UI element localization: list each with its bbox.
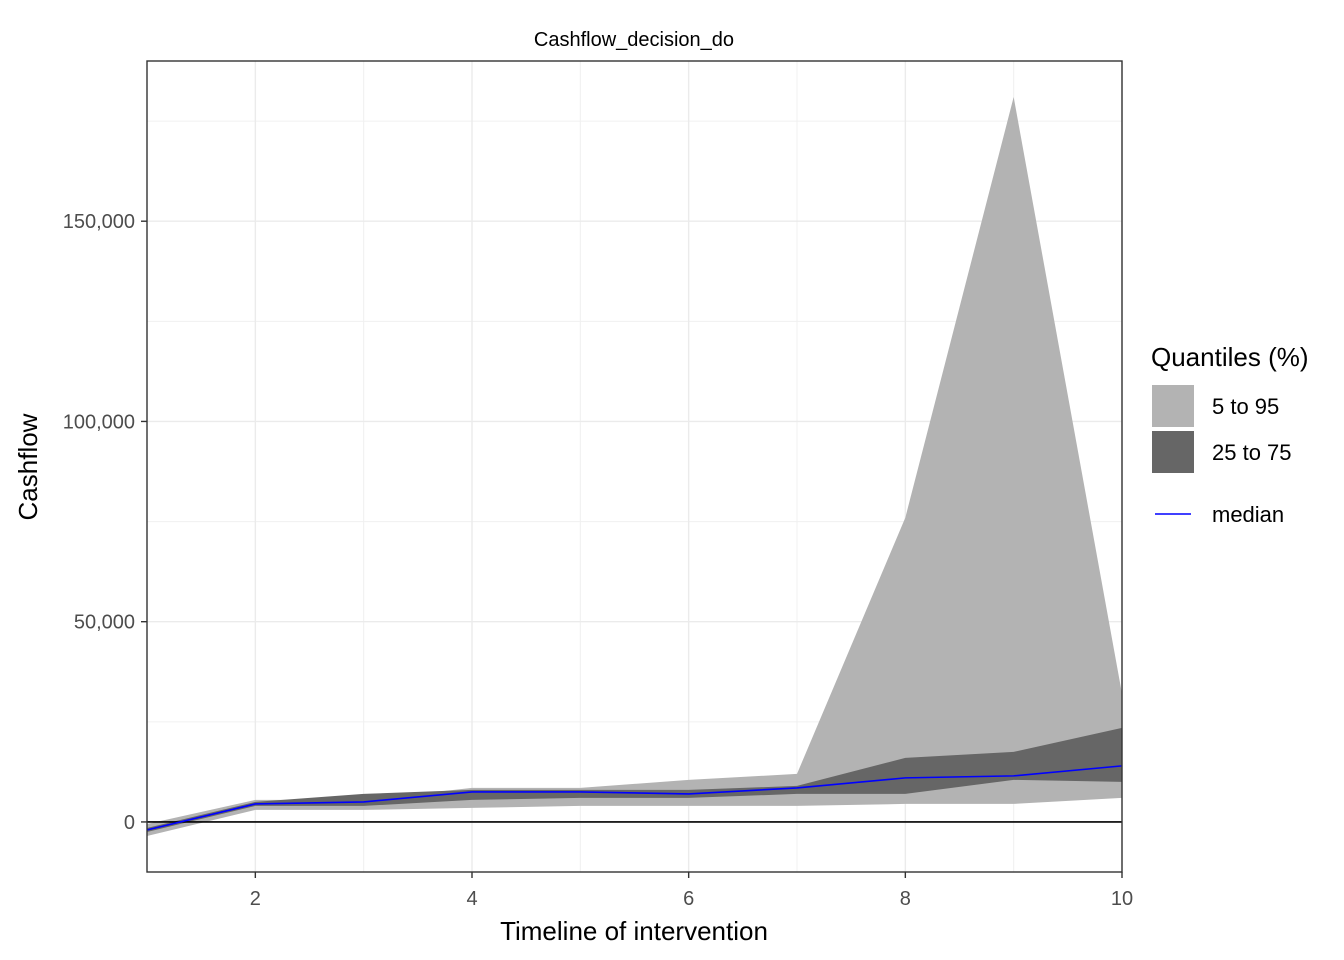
y-axis-title: Cashflow [13, 413, 43, 520]
x-tick-label: 8 [900, 888, 911, 910]
x-axis-title: Timeline of intervention [500, 916, 768, 946]
band-25-to-75 [147, 727, 1122, 832]
chart-title: Cashflow_decision_do [534, 29, 734, 51]
band-5-to-95 [147, 97, 1122, 836]
x-tick-label: 2 [250, 888, 261, 910]
legend-label: 25 to 75 [1212, 440, 1292, 465]
axes: 2 4 6 8 10 0 50,000 100,000 150,000 [63, 211, 1133, 910]
legend-key-25-to-75 [1152, 431, 1194, 473]
median-line [147, 765, 1122, 831]
legend: Quantiles (%) 5 to 95 25 to 75 median [1151, 342, 1309, 527]
legend-label: median [1212, 502, 1284, 527]
legend-label: 5 to 95 [1212, 394, 1279, 419]
data-layer [147, 97, 1122, 836]
x-tick-label: 6 [683, 888, 694, 910]
plot-panel: 2 4 6 8 10 0 50,000 100,000 150,000 [63, 60, 1133, 910]
y-tick-label: 0 [124, 812, 135, 834]
y-tick-label: 100,000 [63, 411, 135, 433]
y-tick-label: 50,000 [74, 612, 135, 634]
y-tick-label: 150,000 [63, 211, 135, 233]
x-tick-label: 4 [466, 888, 477, 910]
legend-key-5-to-95 [1152, 385, 1194, 427]
x-tick-label: 10 [1111, 888, 1133, 910]
panel-border [146, 60, 1123, 873]
legend-title: Quantiles (%) [1151, 342, 1309, 372]
